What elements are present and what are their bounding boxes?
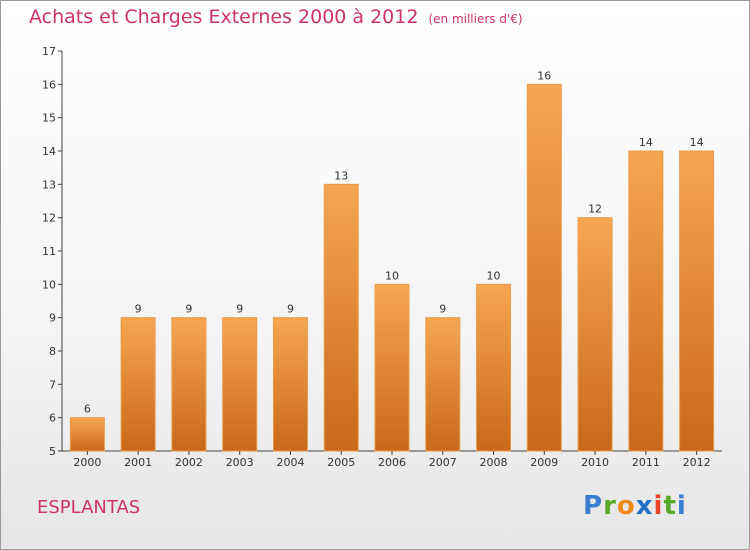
x-tick-label: 2005 bbox=[327, 456, 355, 469]
y-tick-label: 10 bbox=[42, 278, 56, 291]
bar bbox=[69, 417, 105, 452]
chart-unit-label: (en milliers d'€) bbox=[428, 12, 523, 26]
bar-value-label: 16 bbox=[537, 69, 551, 82]
x-tick-label: 2000 bbox=[73, 456, 101, 469]
y-tick-label: 11 bbox=[42, 245, 56, 258]
bar bbox=[222, 317, 258, 452]
bar bbox=[628, 150, 664, 452]
bar bbox=[272, 317, 308, 452]
bar-value-label: 9 bbox=[185, 303, 192, 316]
y-tick-label: 15 bbox=[42, 112, 56, 125]
y-tick-label: 12 bbox=[42, 212, 56, 225]
x-tick-label: 2011 bbox=[632, 456, 660, 469]
bar bbox=[171, 317, 207, 452]
y-tick-label: 14 bbox=[42, 145, 56, 158]
bar-value-label: 9 bbox=[439, 303, 446, 316]
bar bbox=[323, 183, 359, 452]
y-tick-label: 7 bbox=[49, 378, 56, 391]
x-tick-label: 2002 bbox=[175, 456, 203, 469]
bar bbox=[120, 317, 156, 452]
y-tick-label: 9 bbox=[49, 312, 56, 325]
x-tick-label: 2006 bbox=[378, 456, 406, 469]
x-tick-label: 2003 bbox=[226, 456, 254, 469]
x-tick-label: 2012 bbox=[683, 456, 711, 469]
x-tick-label: 2009 bbox=[530, 456, 558, 469]
bar-value-label: 10 bbox=[385, 269, 399, 282]
bar-value-label: 9 bbox=[236, 303, 243, 316]
bar-value-label: 13 bbox=[334, 169, 348, 182]
y-tick-label: 8 bbox=[49, 345, 56, 358]
chart-title: Achats et Charges Externes 2000 à 2012 (e… bbox=[29, 6, 523, 28]
y-tick-label: 5 bbox=[49, 445, 56, 458]
bar-value-label: 9 bbox=[135, 303, 142, 316]
x-tick-label: 2001 bbox=[124, 456, 152, 469]
bar-value-label: 14 bbox=[690, 136, 704, 149]
x-tick-label: 2004 bbox=[276, 456, 304, 469]
y-tick-label: 6 bbox=[49, 412, 56, 425]
bar-value-label: 12 bbox=[588, 203, 602, 216]
bar bbox=[476, 283, 512, 452]
proxiti-logo: Proxiti bbox=[583, 491, 687, 521]
y-tick-label: 13 bbox=[42, 178, 56, 191]
bar bbox=[679, 150, 715, 452]
y-tick-label: 17 bbox=[42, 45, 56, 58]
commune-name: ESPLANTAS bbox=[37, 497, 141, 518]
bar bbox=[577, 217, 613, 452]
bar-value-label: 9 bbox=[287, 303, 294, 316]
bar-value-label: 6 bbox=[84, 403, 91, 416]
x-tick-label: 2007 bbox=[429, 456, 457, 469]
y-tick-label: 16 bbox=[42, 78, 56, 91]
x-tick-label: 2010 bbox=[581, 456, 609, 469]
bar-value-label: 14 bbox=[639, 136, 653, 149]
bar bbox=[425, 317, 461, 452]
chart-title-text: Achats et Charges Externes 2000 à 2012 bbox=[29, 6, 419, 28]
x-tick-label: 2008 bbox=[480, 456, 508, 469]
bar bbox=[374, 283, 410, 452]
bar bbox=[526, 83, 562, 452]
bar-value-label: 10 bbox=[487, 269, 501, 282]
